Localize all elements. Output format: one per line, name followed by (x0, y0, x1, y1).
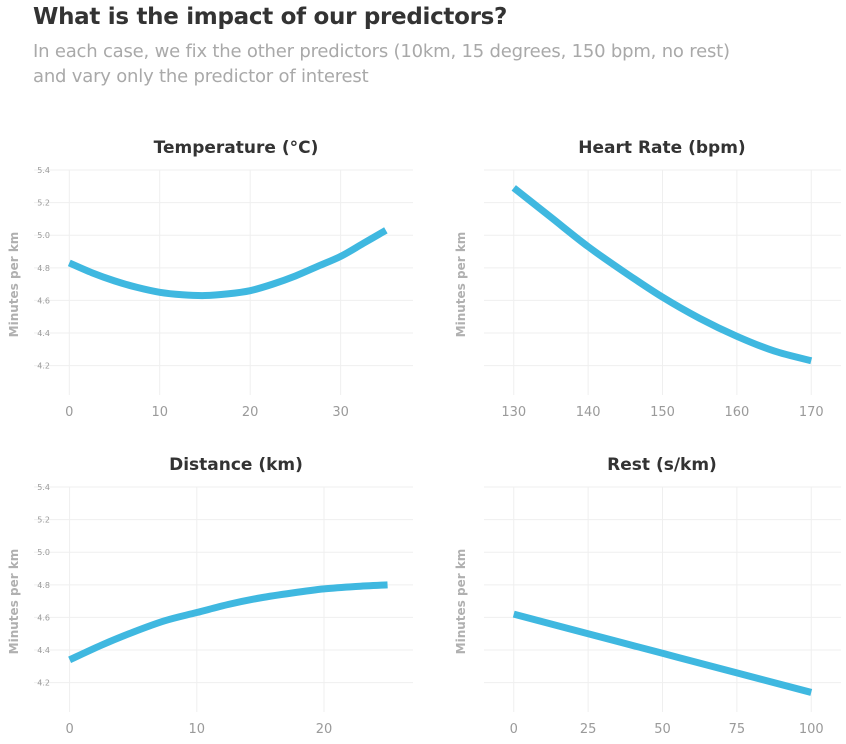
subtitle-line-1: In each case, we fix the other predictor… (33, 41, 730, 62)
x-tick-label: 10 (189, 722, 206, 737)
y-tick-label: 4.2 (37, 362, 50, 371)
panel-title: Heart Rate (bpm) (578, 138, 745, 158)
y-tick-label: 4.2 (37, 679, 50, 688)
panel-hr: 130 140 150 160 170 Heart Rate (bpm) Minutes p… (454, 138, 841, 420)
x-tick-label: 150 (650, 405, 675, 420)
y-tick-label: 5.0 (37, 231, 50, 240)
x-tick-label: 0 (510, 722, 518, 737)
x-tick-label: 75 (729, 722, 746, 737)
x-tick-label: 25 (580, 722, 597, 737)
y-tick-label: 5.0 (37, 548, 50, 557)
series-line-dist (68, 581, 388, 664)
y-axis-label: Minutes per km (454, 232, 468, 338)
y-tick-label: 4.4 (37, 646, 50, 655)
panel-rest: 0 25 50 75 100 Rest (s/km) Minutes per km (454, 455, 841, 737)
series-line-hr (511, 185, 813, 365)
series-line-temp (67, 227, 388, 300)
series-line-rest (512, 610, 813, 696)
x-tick-label: 0 (65, 405, 73, 420)
y-tick-label: 4.4 (37, 329, 50, 338)
x-tick-label: 140 (576, 405, 601, 420)
y-tick-label: 4.8 (37, 264, 50, 273)
x-tick-label: 20 (316, 722, 333, 737)
x-tick-label: 50 (654, 722, 671, 737)
y-axis-label: Minutes per km (7, 549, 21, 655)
y-tick-label: 5.2 (37, 199, 50, 208)
panel-dist: 4.2 4.4 4.6 4.8 5.0 5.2 5.4 0 10 20 Distance (km) M… (7, 455, 413, 737)
y-tick-label: 5.4 (37, 166, 50, 175)
x-tick-label: 30 (332, 405, 349, 420)
panel-title: Distance (km) (169, 455, 303, 475)
subtitle-line-2: and vary only the predictor of interest (33, 66, 369, 87)
x-tick-label: 0 (65, 722, 73, 737)
y-axis-label: Minutes per km (7, 232, 21, 338)
chart-subtitle: In each case, we fix the other predictor… (33, 39, 833, 89)
y-tick-label: 5.4 (37, 483, 50, 492)
chart-title: What is the impact of our predictors? (33, 4, 508, 30)
x-tick-label: 20 (242, 405, 259, 420)
x-tick-label: 130 (501, 405, 526, 420)
y-tick-label: 4.6 (37, 296, 50, 305)
y-tick-label: 4.6 (37, 613, 50, 622)
panel-temp: 4.2 4.4 4.6 4.8 5.0 5.2 5.4 0 10 20 30 Temperature … (7, 138, 413, 420)
y-tick-label: 5.2 (37, 516, 50, 525)
x-tick-label: 160 (724, 405, 749, 420)
x-tick-label: 10 (151, 405, 168, 420)
y-axis-label: Minutes per km (454, 549, 468, 655)
x-tick-label: 100 (799, 722, 824, 737)
y-tick-label: 4.8 (37, 581, 50, 590)
panel-title: Rest (s/km) (607, 455, 717, 475)
x-tick-label: 170 (799, 405, 824, 420)
panel-title: Temperature (°C) (154, 138, 319, 158)
